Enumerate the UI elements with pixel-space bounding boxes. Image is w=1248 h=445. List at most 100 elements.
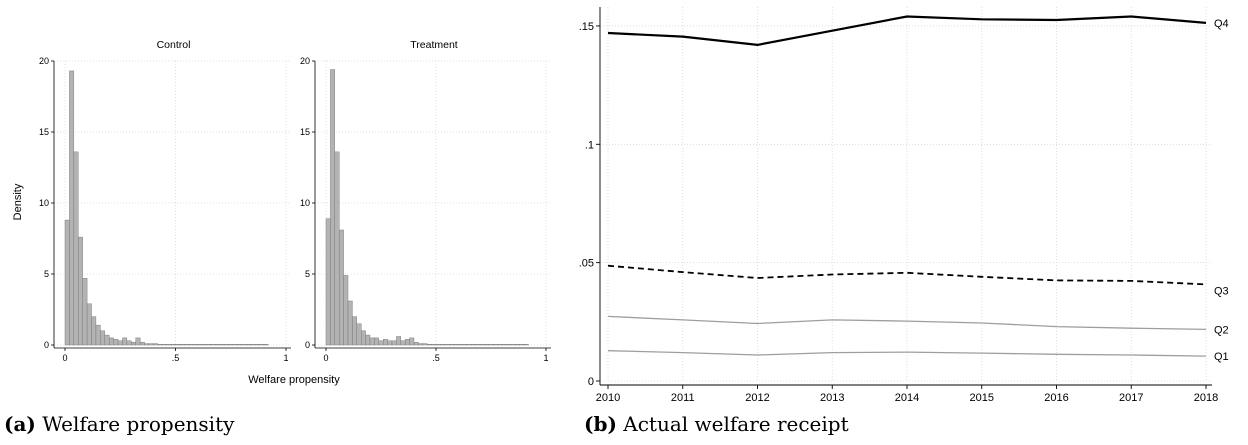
histogram-bar bbox=[418, 343, 423, 346]
x-tick-label: 1 bbox=[283, 353, 288, 363]
series-line-q1 bbox=[607, 350, 1207, 357]
histogram-bar bbox=[396, 336, 401, 346]
histogram-bar bbox=[135, 337, 141, 346]
histogram-bar bbox=[431, 344, 437, 346]
histogram-bar bbox=[339, 229, 344, 346]
histogram-bar bbox=[228, 344, 234, 346]
x-tick-label: 2013 bbox=[820, 392, 844, 404]
histogram-bar bbox=[444, 344, 450, 346]
caption-a-text: Welfare propensity bbox=[42, 412, 235, 436]
series-label-q1: Q1 bbox=[1214, 351, 1229, 363]
histogram-bar bbox=[263, 344, 269, 346]
histogram-bar bbox=[69, 70, 75, 346]
x-tick-label: .5 bbox=[172, 353, 180, 363]
histogram-bar bbox=[153, 343, 159, 346]
y-tick-label: .05 bbox=[579, 258, 594, 270]
y-tick-label: 0 bbox=[44, 340, 49, 350]
y-tick-label: 0 bbox=[588, 376, 594, 388]
x-tick-label: 2015 bbox=[970, 392, 994, 404]
histogram-bar bbox=[427, 344, 432, 346]
histogram-bar bbox=[405, 339, 410, 346]
histogram-bar bbox=[440, 344, 445, 346]
histogram-bar bbox=[501, 344, 507, 346]
histogram-bar bbox=[188, 344, 194, 346]
histogram-bar bbox=[422, 343, 428, 346]
histogram-bar bbox=[400, 340, 406, 346]
x-tick-label: 2012 bbox=[745, 392, 769, 404]
histogram-bar bbox=[100, 330, 105, 346]
series-line-q3 bbox=[607, 264, 1207, 286]
histogram-bar bbox=[232, 344, 238, 346]
histogram-bar bbox=[170, 344, 176, 346]
histogram-bar bbox=[215, 344, 220, 346]
histogram-bar bbox=[223, 344, 229, 346]
panel-title: Control bbox=[157, 39, 191, 51]
histogram-bar bbox=[383, 339, 388, 346]
histogram-bar bbox=[462, 344, 467, 346]
histogram-bar bbox=[139, 341, 145, 346]
y-tick-label: .1 bbox=[585, 139, 594, 151]
histogram-bar bbox=[78, 236, 83, 346]
histogram-bar bbox=[82, 278, 88, 346]
histogram-bar bbox=[466, 344, 472, 346]
histogram-bar bbox=[409, 337, 415, 346]
caption-b: (b) Actual welfare receipt bbox=[584, 412, 849, 436]
panel-title: Treatment bbox=[410, 39, 458, 51]
histogram-bar bbox=[352, 316, 357, 346]
x-tick-label: 0 bbox=[323, 353, 328, 363]
histogram-bar bbox=[117, 340, 123, 346]
x-tick-label: 2017 bbox=[1119, 392, 1143, 404]
histogram-bar bbox=[184, 344, 189, 346]
histogram-bar bbox=[493, 344, 498, 346]
histogram-figure: 0 5 10 15 20 0 .5 1 Control 0 5 10 15 20 0 .5 1 Treatment… bbox=[12, 39, 551, 386]
histogram-bar bbox=[523, 344, 529, 346]
x-tick-label: 2014 bbox=[895, 392, 919, 404]
x-tick-label: 2016 bbox=[1044, 392, 1068, 404]
y-tick-label: 5 bbox=[44, 269, 49, 279]
histogram-bar bbox=[175, 344, 181, 346]
histogram-bar bbox=[73, 151, 79, 346]
caption-b-text: Actual welfare receipt bbox=[623, 412, 849, 436]
x-tick-label: 0 bbox=[62, 353, 67, 363]
x-tick-label: 2018 bbox=[1194, 392, 1218, 404]
histogram-bar bbox=[347, 300, 353, 346]
y-tick-label: 15 bbox=[39, 127, 49, 137]
line-chart: 0 .05 .1 .15 2010 2011 2012 2013 2014 2015 2016 201… bbox=[579, 7, 1229, 404]
y-tick-label: 10 bbox=[300, 198, 310, 208]
y-axis-label: Density bbox=[12, 183, 24, 220]
series-line-q4 bbox=[607, 15, 1207, 47]
histogram-bar bbox=[246, 344, 251, 346]
histogram-bar bbox=[453, 344, 459, 346]
caption-a-label: (a) bbox=[4, 412, 36, 436]
y-tick-label: 15 bbox=[300, 127, 310, 137]
histogram-bar bbox=[91, 316, 97, 346]
histogram-bar bbox=[519, 344, 525, 346]
histogram-bar bbox=[343, 275, 349, 346]
histogram-bar bbox=[515, 344, 520, 346]
y-tick-label: 0 bbox=[305, 340, 310, 350]
histogram-bar bbox=[166, 344, 172, 346]
histogram-bar bbox=[192, 344, 198, 346]
histogram-bar bbox=[475, 344, 481, 346]
histogram-bar bbox=[210, 344, 216, 346]
histogram-bar bbox=[157, 344, 163, 346]
histogram-bar bbox=[479, 344, 485, 346]
histogram-bar bbox=[330, 69, 335, 346]
histogram-bar bbox=[435, 344, 441, 346]
series-line-q2 bbox=[607, 315, 1207, 331]
histogram-bar bbox=[179, 344, 185, 346]
histogram-bar bbox=[237, 344, 243, 346]
y-tick-label: 20 bbox=[39, 56, 49, 66]
histogram-bar bbox=[449, 344, 454, 346]
histogram-bar bbox=[497, 344, 503, 346]
histogram-bar bbox=[488, 344, 494, 346]
histogram-bar bbox=[201, 344, 207, 346]
series-label-q2: Q2 bbox=[1214, 324, 1229, 336]
caption-b-label: (b) bbox=[584, 412, 617, 436]
histogram-bar bbox=[148, 343, 154, 346]
histogram-bar bbox=[144, 343, 150, 346]
histogram-bar bbox=[365, 334, 371, 346]
histogram-bar bbox=[122, 337, 128, 346]
histogram-bar bbox=[206, 344, 212, 346]
histogram-bar bbox=[387, 340, 393, 346]
